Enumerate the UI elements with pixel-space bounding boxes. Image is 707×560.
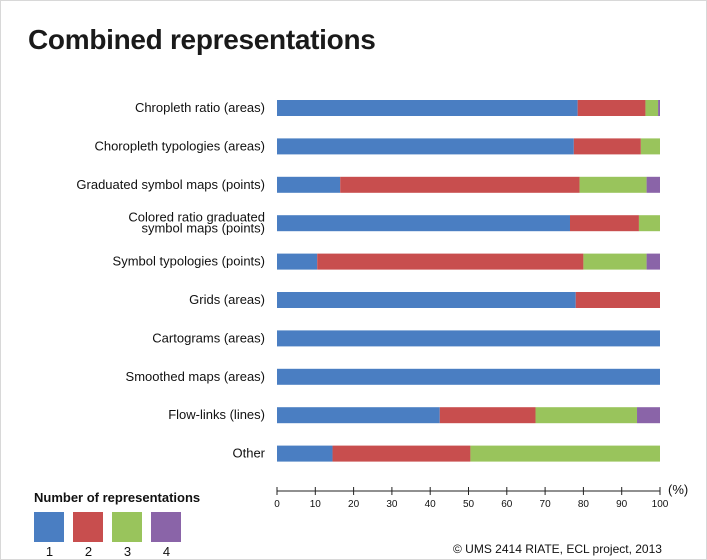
x-tick-label: 30 xyxy=(386,499,398,510)
category-label: Cartograms (areas) xyxy=(152,330,265,345)
legend-swatch-2 xyxy=(73,512,103,542)
bar-segment-2 xyxy=(439,407,536,424)
legend-label-4: 4 xyxy=(162,544,171,559)
chart-title: Combined representations xyxy=(28,24,376,55)
x-tick-label: 60 xyxy=(501,499,513,510)
bar-segment-2 xyxy=(575,292,660,308)
legend-swatch-3 xyxy=(112,512,142,542)
bar-segment-1 xyxy=(277,138,574,155)
bar-segment-3 xyxy=(645,100,659,116)
legend-swatch-1 xyxy=(34,512,64,542)
bar-segment-1 xyxy=(277,292,576,308)
bar-segment-1 xyxy=(277,215,570,232)
bar-segment-1 xyxy=(277,445,333,462)
legend-label-3: 3 xyxy=(123,544,132,559)
category-label: Flow-links (lines) xyxy=(168,407,265,422)
bar-segment-1 xyxy=(277,176,341,193)
legend-title: Number of representations xyxy=(34,490,201,505)
bar-segment-3 xyxy=(579,176,647,193)
x-tick-label: 70 xyxy=(540,499,552,510)
legend-swatch-4 xyxy=(151,512,181,542)
bar-segment-2 xyxy=(332,445,471,462)
bar-segment-3 xyxy=(535,407,638,424)
x-tick-label: 20 xyxy=(348,499,360,510)
legend-item-2: 2 xyxy=(73,512,104,559)
legend-label-1: 1 xyxy=(45,544,54,559)
legend-label-2: 2 xyxy=(84,544,93,559)
category-label: symbol maps (points) xyxy=(141,221,265,236)
category-label: Smoothed maps (areas) xyxy=(126,369,265,384)
bar-segment-3 xyxy=(638,215,660,232)
x-tick-label: 40 xyxy=(425,499,437,510)
category-label: Grids (areas) xyxy=(189,292,265,307)
x-tick-label: 100 xyxy=(652,499,669,510)
bar-segment-2 xyxy=(340,176,580,193)
category-label: Symbol typologies (points) xyxy=(113,254,265,269)
x-tick-label: 90 xyxy=(616,499,628,510)
bar-segment-2 xyxy=(569,215,639,232)
x-tick-label: 80 xyxy=(578,499,590,510)
bar-segment-1 xyxy=(277,407,440,424)
bar-segment-2 xyxy=(317,253,584,270)
bar-segment-1 xyxy=(277,330,660,347)
bar-segment-4 xyxy=(646,176,660,193)
category-label: Chropleth ratio (areas) xyxy=(135,100,265,115)
legend: 1 2 3 4 xyxy=(34,512,182,559)
copyright-credit: © UMS 2414 RIATE, ECL project, 2013 xyxy=(453,542,662,556)
bar-segment-4 xyxy=(637,407,660,424)
x-axis-unit: (%) xyxy=(668,482,688,497)
bar-segment-1 xyxy=(277,253,318,270)
bar-segment-2 xyxy=(573,138,641,155)
legend-item-4: 4 xyxy=(151,512,182,559)
bar-segment-1 xyxy=(277,368,660,385)
bar-segment-4 xyxy=(658,100,660,116)
category-label: Choropleth typologies (areas) xyxy=(94,138,265,153)
bar-segment-3 xyxy=(470,445,660,462)
x-tick-label: 10 xyxy=(310,499,322,510)
category-label: Colored ratio graduated xyxy=(128,210,265,225)
legend-item-3: 3 xyxy=(112,512,143,559)
legend-item-1: 1 xyxy=(34,512,65,559)
bar-segment-1 xyxy=(277,100,578,116)
bar-segment-2 xyxy=(577,100,646,116)
x-tick-label: 0 xyxy=(274,499,280,510)
bar-segment-3 xyxy=(640,138,660,155)
category-label: Graduated symbol maps (points) xyxy=(76,177,265,192)
bar-segment-3 xyxy=(583,253,647,270)
x-tick-label: 50 xyxy=(463,499,475,510)
category-label: Other xyxy=(232,446,265,461)
bar-segment-4 xyxy=(646,253,660,270)
